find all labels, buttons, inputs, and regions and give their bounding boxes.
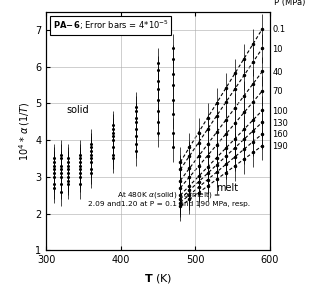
Text: P (MPa): P (MPa) (274, 0, 306, 7)
Text: solid: solid (66, 104, 89, 115)
Text: $\mathbf{PA\!-\!6}$; Error bars = 4*10$^{-5}$: $\mathbf{PA\!-\!6}$; Error bars = 4*10$^… (53, 19, 169, 32)
Y-axis label: $10^4*\,\alpha\,(1/T)$: $10^4*\,\alpha\,(1/T)$ (17, 101, 32, 161)
Text: $\bf{T}$ (K): $\bf{T}$ (K) (144, 272, 172, 285)
Text: melt: melt (216, 183, 238, 193)
Text: At 480K $\alpha$(solid) - $\alpha$(melt) =
2.09 and1.20 at P = 0.1 and 190 MPa, : At 480K $\alpha$(solid) - $\alpha$(melt)… (88, 190, 250, 207)
